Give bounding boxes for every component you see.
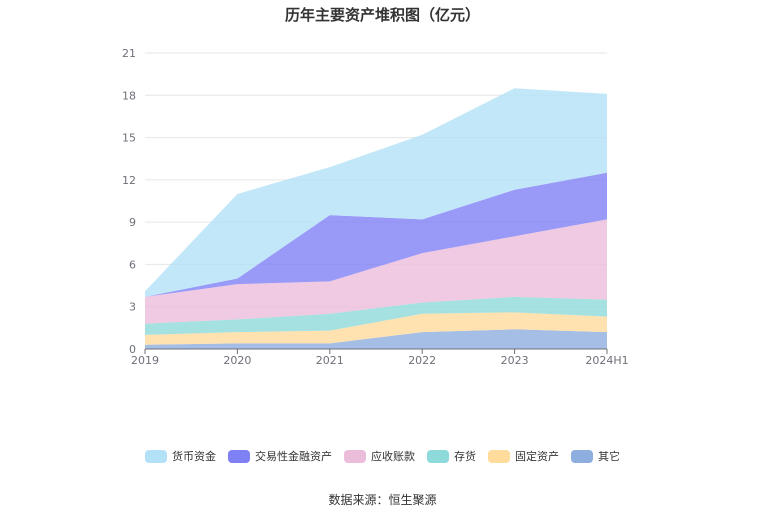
data-source: 数据来源：恒生聚源 xyxy=(328,493,437,507)
x-tick-label: 2019 xyxy=(131,354,159,367)
chart-title: 历年主要资产堆积图（亿元） xyxy=(284,6,480,24)
x-tick-label: 2024H1 xyxy=(585,354,628,367)
legend-label: 固定资产 xyxy=(515,450,559,463)
area-series-3 xyxy=(145,219,607,324)
y-tick-label: 12 xyxy=(122,174,136,187)
area-series-4 xyxy=(145,172,607,297)
legend-swatch xyxy=(488,449,510,463)
y-tick-label: 18 xyxy=(122,89,136,102)
y-tick-label: 9 xyxy=(129,216,136,229)
legend-item[interactable]: 交易性金融资产 xyxy=(228,448,332,464)
legend-swatch xyxy=(344,449,366,463)
legend-item[interactable]: 存货 xyxy=(427,448,476,464)
legend-label: 交易性金融资产 xyxy=(255,450,332,463)
area-series-group xyxy=(145,88,607,349)
y-tick-label: 15 xyxy=(122,132,136,145)
axes: 0 3 6 9 12 15 18 21 2019 2020 2021 2022 2023 2024H1 xyxy=(122,47,629,367)
legend-swatch xyxy=(427,449,449,463)
area-series-0 xyxy=(145,329,607,349)
legend-label: 应收账款 xyxy=(371,450,415,463)
y-tick-label: 6 xyxy=(129,258,136,271)
legend-item[interactable]: 固定资产 xyxy=(488,448,559,464)
legend-swatch xyxy=(145,449,167,463)
legend-label: 其它 xyxy=(598,450,620,463)
y-tick-label: 3 xyxy=(129,301,136,314)
legend-label: 货币资金 xyxy=(172,450,216,463)
area-series-5 xyxy=(145,88,607,297)
x-tick-label: 2020 xyxy=(223,354,251,367)
legend-swatch xyxy=(571,449,593,463)
y-tick-label: 21 xyxy=(122,47,136,60)
legend-label: 存货 xyxy=(454,450,476,463)
legend-item[interactable]: 其它 xyxy=(571,448,620,464)
legend-item[interactable]: 应收账款 xyxy=(344,448,415,464)
chart-legend: 货币资金 交易性金融资产 应收账款 存货 固定资产 其它 xyxy=(0,448,765,464)
x-tick-label: 2021 xyxy=(316,354,344,367)
x-tick-label: 2023 xyxy=(501,354,529,367)
area-series-2 xyxy=(145,296,607,335)
y-tick-label: 0 xyxy=(129,343,136,356)
area-series-1 xyxy=(145,312,607,345)
legend-swatch xyxy=(228,449,250,463)
legend-item[interactable]: 货币资金 xyxy=(145,448,216,464)
x-tick-label: 2022 xyxy=(408,354,436,367)
